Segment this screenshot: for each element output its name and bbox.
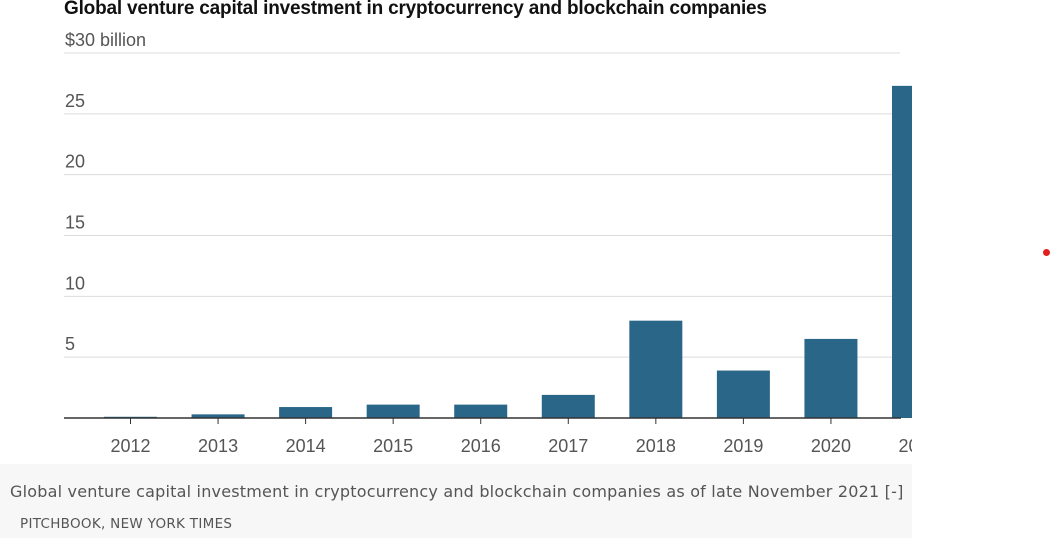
x-tick-label: 2012 [110, 436, 150, 456]
y-tick-label: 20 [65, 152, 85, 172]
caption: Global venture capital investment in cry… [10, 476, 905, 540]
y-tick-label: 25 [65, 91, 85, 111]
x-tick-label: 2020 [811, 436, 851, 456]
x-tick-label: 2016 [461, 436, 501, 456]
y-tick-label: $30 billion [65, 30, 146, 50]
x-tick-label: 2018 [636, 436, 676, 456]
chart-figure: Global venture capital investment in cry… [0, 0, 912, 538]
y-tick-label: 10 [65, 273, 85, 293]
x-tick-label: 2014 [286, 436, 326, 456]
x-tick-label: 2015 [373, 436, 413, 456]
x-tick-label: 2021 [898, 436, 912, 456]
caption-credit: PITCHBOOK, NEW YORK TIMES [20, 516, 233, 532]
bar [804, 338, 858, 418]
bar [279, 407, 333, 418]
x-tick-label: 2017 [548, 436, 588, 456]
bar [629, 320, 683, 418]
bar [716, 370, 770, 418]
bar [541, 394, 595, 418]
bar [892, 85, 912, 418]
bar-chart: 5 10 15 20 25 $30 billion 2012 2013 2014 2015 2016… [64, 30, 912, 456]
x-tick-label: 2019 [723, 436, 763, 456]
bar [366, 404, 420, 418]
caption-text: Global venture capital investment in cry… [10, 482, 904, 501]
x-tick-label: 2013 [198, 436, 238, 456]
chart-title: Global venture capital investment in cry… [64, 0, 767, 19]
y-tick-label: 15 [65, 213, 85, 233]
bar [454, 404, 508, 418]
y-tick-label: 5 [65, 334, 75, 354]
bar [191, 414, 245, 418]
red-dot-marker [1043, 249, 1050, 256]
caption-box: Global venture capital investment in cry… [0, 464, 912, 538]
